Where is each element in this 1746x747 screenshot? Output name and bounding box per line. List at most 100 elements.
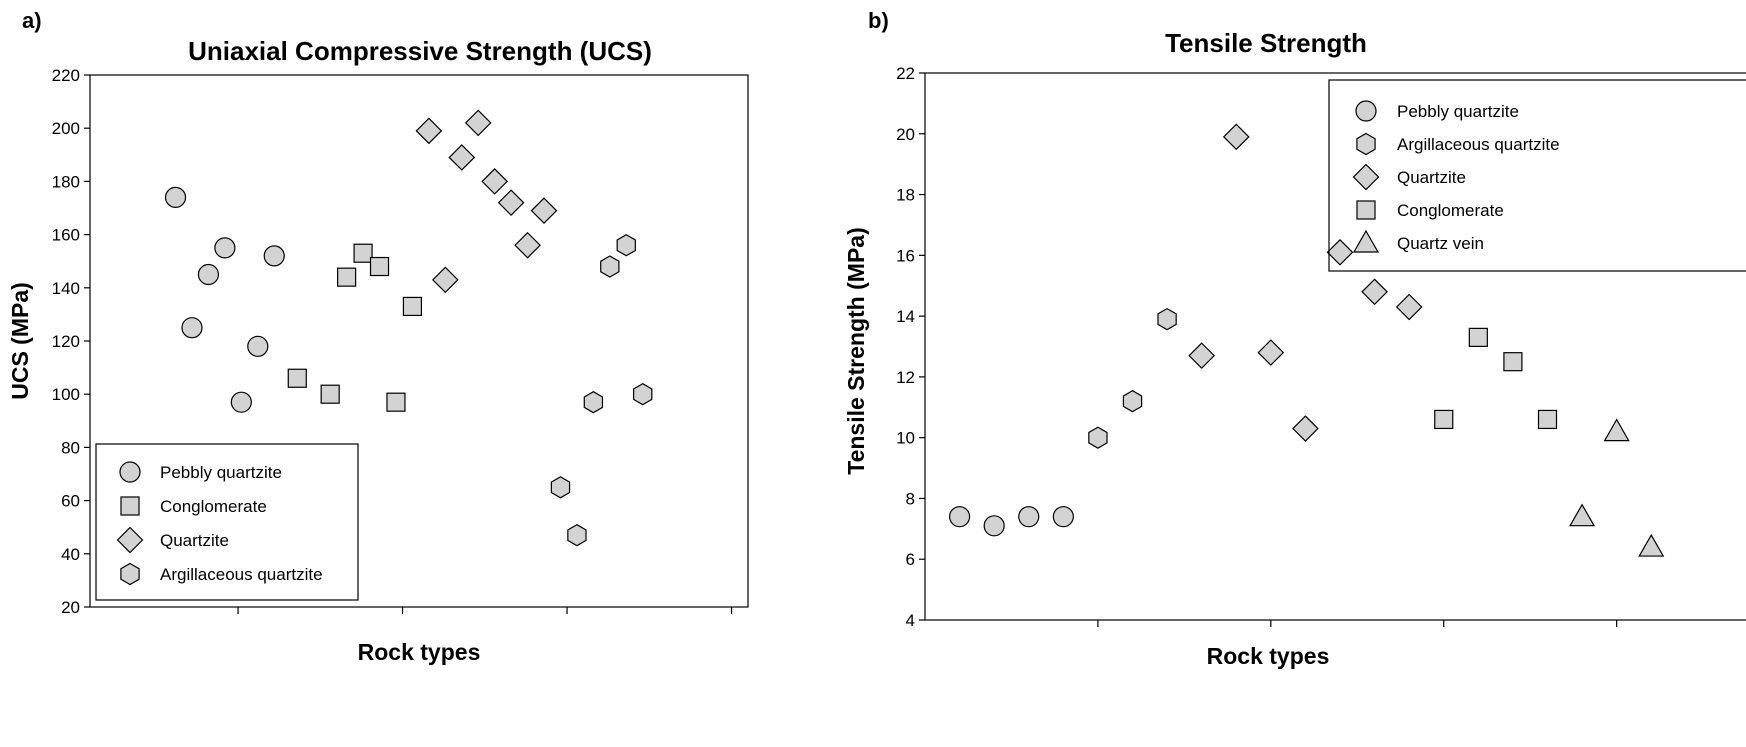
data-point-quartzite [1188,342,1216,369]
data-point-quartzite [1292,415,1319,442]
data-point-quartzite [1326,238,1354,266]
legend-label-argillaceous-quartzite: Argillaceous quartzite [1397,135,1560,154]
panel-a-legend: Pebbly quartzite Conglomerate Quartzite Arg… [95,443,359,601]
y-tick-label: 12 [896,368,915,387]
legend-label-quartzite: Quartzite [1397,168,1466,187]
data-point-argillaceous-quartzite [1157,307,1177,331]
data-point-quartzite [431,266,459,294]
panel-b-legend-box [1328,79,1746,272]
panel-a: a) Uniaxial Compressive Strength (UCS) 2… [7,8,749,665]
data-point-quartzite [415,117,443,145]
data-point-pebbly-quartzite [230,391,252,413]
data-point-conglomerate [320,384,340,404]
legend-symbol-quartz-vein [1352,229,1380,253]
data-point-conglomerate [386,392,406,412]
panel-b-y-axis-label: Tensile Strength (MPa) [843,227,869,475]
panel-a-x-axis [237,607,733,614]
y-tick-label: 40 [61,545,80,564]
legend-label-pebbly-quartzite: Pebbly quartzite [1397,102,1519,121]
legend-symbol-conglomerate [120,496,140,516]
data-point-argillaceous-quartzite [1122,390,1143,413]
data-point-pebbly-quartzite [1018,506,1040,528]
panel-a-y-axis: 20 40 60 80 100 120 140 160 180 200 220 [52,66,90,617]
data-point-quartzite [1257,339,1285,366]
y-tick-label: 20 [896,125,915,144]
data-point-pebbly-quartzite [948,506,971,528]
legend-label-quartzite: Quartzite [160,531,229,550]
data-point-pebbly-quartzite [263,245,285,267]
data-point-quartzite [464,109,492,137]
panel-b-label: b) [868,8,889,33]
y-tick-label: 20 [61,598,80,617]
legend-symbol-pebbly-quartzite [119,461,141,483]
y-tick-label: 4 [906,611,915,630]
data-point-pebbly-quartzite [247,335,269,357]
data-point-conglomerate [1537,409,1558,430]
data-point-pebbly-quartzite [164,186,187,208]
data-point-argillaceous-quartzite [583,390,604,414]
data-point-quartz-vein [1569,503,1596,527]
data-point-quartzite [497,189,525,217]
panel-b-y-axis: 4 6 8 10 12 14 16 18 20 22 [896,64,925,630]
data-point-argillaceous-quartzite [550,476,571,499]
data-point-argillaceous-quartzite [633,383,653,406]
data-point-quartz-vein [1638,533,1665,557]
y-tick-label: 6 [906,550,915,569]
panel-a-x-axis-label: Rock types [358,639,481,665]
data-point-pebbly-quartzite [983,515,1005,537]
y-tick-label: 100 [52,385,80,404]
data-point-quartzite [1361,278,1388,306]
panel-a-plot-frame [89,74,749,608]
data-point-pebbly-quartzite [1052,506,1074,528]
panel-a-label: a) [22,8,42,33]
y-tick-label: 200 [52,119,80,138]
panel-b: b) Tensile Strength 4 6 8 10 12 14 16 18 20 22 Te… [843,8,1746,669]
legend-symbol-quartzite [1352,163,1380,191]
y-tick-label: 80 [61,438,80,457]
y-tick-label: 220 [52,66,80,85]
data-point-conglomerate [402,296,423,317]
y-tick-label: 140 [52,279,80,298]
legend-label-quartz-vein: Quartz vein [1397,234,1484,253]
data-point-pebbly-quartzite [197,263,220,286]
data-point-quartzite [481,168,509,195]
legend-label-pebbly-quartzite: Pebbly quartzite [160,463,282,482]
data-point-conglomerate [287,368,307,388]
legend-label-conglomerate: Conglomerate [1397,201,1504,220]
y-tick-label: 160 [52,226,80,245]
data-point-quartzite [1395,293,1423,321]
data-point-conglomerate [337,267,357,287]
legend-symbol-argillaceous-quartzite [120,562,140,586]
panel-b-x-axis-label: Rock types [1207,643,1330,669]
panel-b-x-axis [1097,620,1618,627]
y-tick-label: 18 [896,186,915,205]
data-point-argillaceous-quartzite [567,523,587,547]
data-point-pebbly-quartzite [214,237,236,259]
data-point-quartz-vein [1603,418,1630,442]
panel-b-data-points [948,123,1665,557]
legend-symbol-pebbly-quartzite [1355,100,1377,122]
data-point-conglomerate [1434,409,1454,430]
y-tick-label: 10 [896,429,915,448]
panel-b-plot-frame [924,72,1746,621]
y-tick-label: 180 [52,172,80,191]
y-tick-label: 8 [906,489,915,508]
data-point-quartzite [448,144,476,171]
data-point-argillaceous-quartzite [600,255,620,278]
legend-symbol-argillaceous-quartzite [1356,132,1376,156]
panel-b-title: Tensile Strength [1165,28,1367,58]
legend-symbol-conglomerate [1356,200,1376,220]
panel-a-data-points [164,109,653,547]
data-point-conglomerate [369,256,390,277]
y-tick-label: 14 [896,307,915,326]
data-point-quartzite [514,231,541,259]
legend-label-argillaceous-quartzite: Argillaceous quartzite [160,565,323,584]
data-point-conglomerate [1503,352,1523,372]
y-tick-label: 120 [52,332,80,351]
legend-label-conglomerate: Conglomerate [160,497,267,516]
y-tick-label: 22 [896,64,915,83]
data-point-argillaceous-quartzite [616,234,636,257]
data-point-quartzite [1222,123,1250,151]
data-point-conglomerate [1468,327,1488,347]
